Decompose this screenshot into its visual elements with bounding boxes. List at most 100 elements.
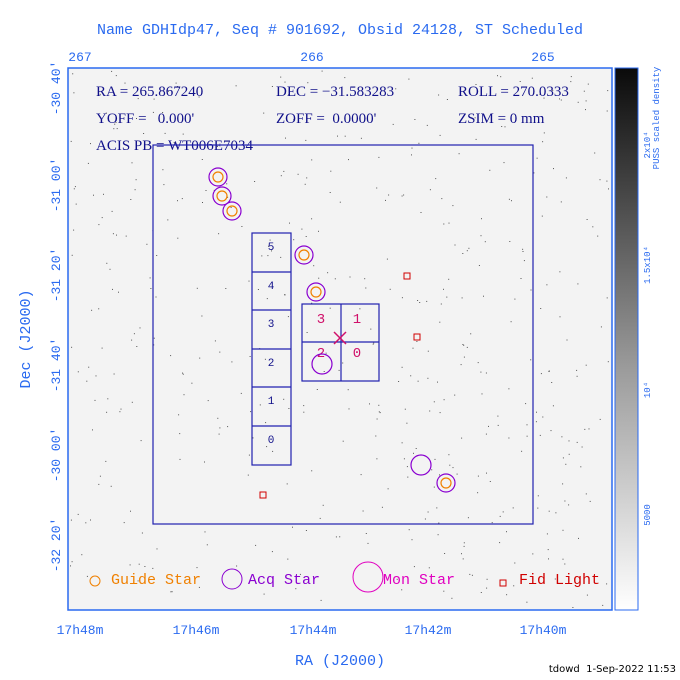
background-star: [535, 421, 537, 423]
background-star: [587, 83, 589, 85]
background-star: [207, 400, 209, 402]
background-star: [219, 427, 221, 429]
background-star: [463, 344, 465, 346]
background-star: [149, 277, 151, 279]
background-star: [546, 196, 548, 198]
background-star: [99, 93, 101, 95]
background-star: [295, 588, 297, 590]
background-star: [178, 414, 180, 416]
background-star: [491, 522, 493, 524]
background-star: [87, 162, 89, 164]
background-star: [293, 119, 295, 121]
background-star: [134, 189, 136, 191]
background-star: [75, 203, 77, 205]
background-star: [543, 132, 545, 134]
background-star: [439, 321, 441, 323]
background-star: [98, 483, 100, 485]
background-star: [143, 133, 145, 134]
background-star: [460, 364, 462, 366]
background-star: [497, 75, 498, 77]
background-star: [522, 248, 524, 250]
background-star: [268, 245, 269, 247]
background-star: [288, 408, 290, 409]
background-star: [348, 159, 349, 161]
background-star: [311, 302, 313, 304]
background-star: [344, 135, 346, 137]
background-star: [318, 277, 320, 279]
background-star: [384, 581, 386, 583]
colorbar: [614, 67, 639, 611]
background-star: [329, 307, 331, 309]
background-star: [280, 175, 282, 177]
background-star: [411, 539, 413, 541]
background-star: [217, 417, 219, 419]
legend-guide-symbol: [89, 575, 101, 587]
background-star: [525, 403, 527, 405]
background-star: [554, 578, 556, 580]
background-star: [486, 587, 488, 589]
background-star: [585, 493, 587, 495]
background-star: [311, 470, 313, 472]
background-star: [564, 500, 566, 502]
background-star: [106, 262, 108, 264]
background-star: [367, 542, 369, 544]
background-star: [412, 347, 414, 349]
background-star: [508, 198, 510, 200]
background-star: [261, 255, 263, 257]
background-star: [204, 461, 205, 463]
background-star: [552, 89, 554, 91]
header-zoff: ZOFF = 0.0000': [276, 111, 377, 127]
background-star: [103, 193, 104, 195]
background-star: [152, 567, 154, 569]
background-star: [441, 198, 443, 200]
background-star: [114, 123, 116, 125]
background-star: [419, 302, 421, 303]
background-star: [539, 434, 541, 436]
background-star: [599, 418, 601, 420]
background-star: [542, 416, 544, 418]
background-star: [280, 256, 282, 258]
background-star: [497, 424, 499, 426]
background-star: [471, 574, 473, 576]
background-star: [481, 393, 483, 395]
background-star: [448, 278, 450, 280]
background-star: [588, 428, 590, 430]
background-star: [454, 394, 456, 396]
bottom-tick-label: 17h46m: [173, 623, 220, 638]
background-star: [179, 433, 181, 435]
background-star: [462, 344, 464, 345]
background-star: [263, 112, 265, 114]
background-star: [303, 405, 305, 407]
background-star: [474, 117, 476, 119]
background-star: [561, 436, 563, 438]
legend-label: Fid Light: [519, 572, 600, 589]
background-star: [539, 93, 541, 95]
legend-label: Acq Star: [248, 572, 320, 589]
background-star: [576, 441, 578, 443]
background-star: [81, 554, 83, 556]
background-star: [485, 433, 487, 435]
background-star: [480, 235, 482, 237]
background-star: [248, 280, 250, 282]
background-star: [466, 250, 468, 252]
background-star: [489, 481, 491, 482]
background-star: [413, 452, 414, 454]
background-star: [106, 411, 108, 413]
x-axis-label: RA (J2000): [295, 653, 385, 670]
background-star: [131, 401, 133, 403]
background-star: [71, 254, 73, 256]
background-star: [439, 474, 440, 476]
background-star: [292, 526, 293, 528]
background-star: [395, 88, 397, 90]
background-star: [585, 109, 586, 111]
background-star: [140, 440, 142, 442]
background-star: [519, 81, 521, 82]
background-star: [378, 404, 380, 406]
background-star: [257, 289, 259, 290]
background-star: [155, 296, 157, 298]
background-star: [480, 371, 482, 373]
background-star: [570, 76, 572, 78]
background-star: [348, 408, 350, 410]
background-star: [77, 371, 79, 373]
bottom-tick-label: 17h40m: [520, 623, 567, 638]
